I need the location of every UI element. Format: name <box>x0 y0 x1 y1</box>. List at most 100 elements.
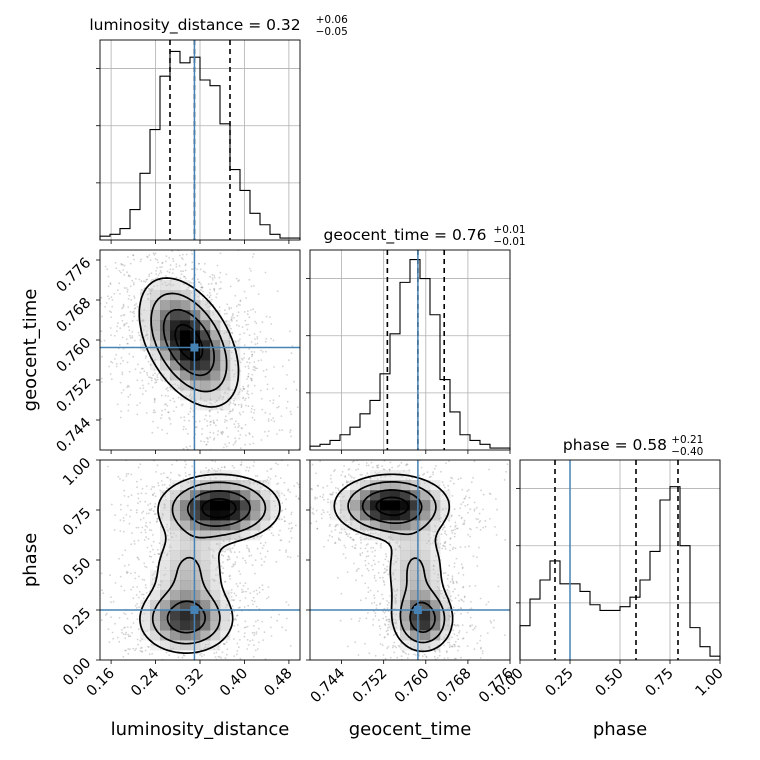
sample-point <box>148 555 151 558</box>
density-cell <box>410 570 421 581</box>
sample-point <box>392 571 395 574</box>
sample-point <box>219 271 222 274</box>
sample-point <box>267 482 270 484</box>
sample-point <box>338 538 340 541</box>
sample-point <box>228 442 231 444</box>
sample-point <box>198 262 200 265</box>
sample-point <box>159 489 162 492</box>
sample-point <box>448 452 450 454</box>
sample-point <box>143 562 146 565</box>
sample-point <box>251 405 254 408</box>
sample-point <box>453 565 456 568</box>
sample-point <box>352 539 355 542</box>
sample-point <box>144 529 146 531</box>
sample-point <box>283 494 286 497</box>
sample-point <box>218 424 220 426</box>
sample-point <box>331 493 334 496</box>
sample-point <box>144 584 147 586</box>
sample-point <box>267 596 270 598</box>
sample-point <box>101 189 103 191</box>
sample-point <box>312 423 314 425</box>
sample-point <box>453 633 456 636</box>
sample-point <box>122 479 125 482</box>
sample-point <box>237 607 240 609</box>
sample-point <box>150 643 153 646</box>
sample-point <box>140 650 143 653</box>
sample-point <box>142 367 144 370</box>
sample-point <box>145 334 147 337</box>
sample-point <box>119 519 122 521</box>
sample-point <box>228 403 231 406</box>
density-cell <box>180 300 191 311</box>
sample-point <box>96 271 98 273</box>
sample-point <box>276 483 278 485</box>
sample-point <box>322 554 324 556</box>
density-cell <box>150 620 161 631</box>
sample-point <box>141 379 144 382</box>
sample-point <box>150 194 152 196</box>
density-cell <box>140 610 151 621</box>
density-cell <box>180 360 191 371</box>
sample-point <box>253 333 256 335</box>
density-cell <box>180 330 191 341</box>
sample-point <box>463 519 466 522</box>
density-cell <box>420 560 431 571</box>
sample-point <box>145 355 147 357</box>
density-cell <box>360 510 371 521</box>
sample-point <box>252 465 255 467</box>
sample-point <box>256 535 259 538</box>
sample-point <box>115 267 118 270</box>
sample-point <box>450 515 453 518</box>
sample-point <box>137 628 140 631</box>
sample-point <box>169 268 172 271</box>
sample-point <box>237 393 240 396</box>
sample-point <box>276 406 279 409</box>
sample-point <box>288 359 290 361</box>
sample-point <box>253 461 256 463</box>
sample-point <box>434 555 437 557</box>
x-tick-label: 0.768 <box>434 666 475 707</box>
density-cell <box>410 590 421 601</box>
sample-point <box>442 597 445 600</box>
sample-point <box>374 612 377 614</box>
sample-point <box>122 655 125 658</box>
sample-point <box>242 396 245 399</box>
sample-point <box>312 536 314 538</box>
density-cell <box>400 610 411 621</box>
sample-point <box>165 377 168 379</box>
sample-point <box>229 285 232 288</box>
sample-point <box>87 644 89 646</box>
sample-point <box>129 515 131 518</box>
density-cell <box>200 390 211 401</box>
sample-point <box>250 408 253 410</box>
sample-point <box>484 525 487 528</box>
sample-point <box>100 619 103 622</box>
density-cell <box>190 360 201 371</box>
sample-point <box>241 588 243 591</box>
sample-point <box>231 331 233 334</box>
sample-point <box>136 714 138 716</box>
sample-point <box>460 517 463 520</box>
sample-point <box>147 504 150 506</box>
density-cell <box>190 350 201 361</box>
sample-point <box>123 612 125 615</box>
sample-point <box>233 638 235 640</box>
sample-point <box>465 631 468 634</box>
sample-point <box>155 461 157 463</box>
sample-point <box>438 649 441 651</box>
sample-point <box>153 513 156 516</box>
sample-point <box>154 495 157 498</box>
density-cell <box>410 520 421 531</box>
sample-point <box>361 574 363 577</box>
sample-point <box>397 644 400 647</box>
sample-point <box>215 477 217 479</box>
sample-point <box>473 508 476 510</box>
sample-point <box>399 672 401 674</box>
sample-point <box>281 429 284 431</box>
sample-point <box>138 247 140 249</box>
sample-point <box>255 605 258 608</box>
sample-point <box>152 510 155 512</box>
sample-point <box>373 574 376 577</box>
sample-point <box>153 253 156 256</box>
sample-point <box>278 549 281 551</box>
